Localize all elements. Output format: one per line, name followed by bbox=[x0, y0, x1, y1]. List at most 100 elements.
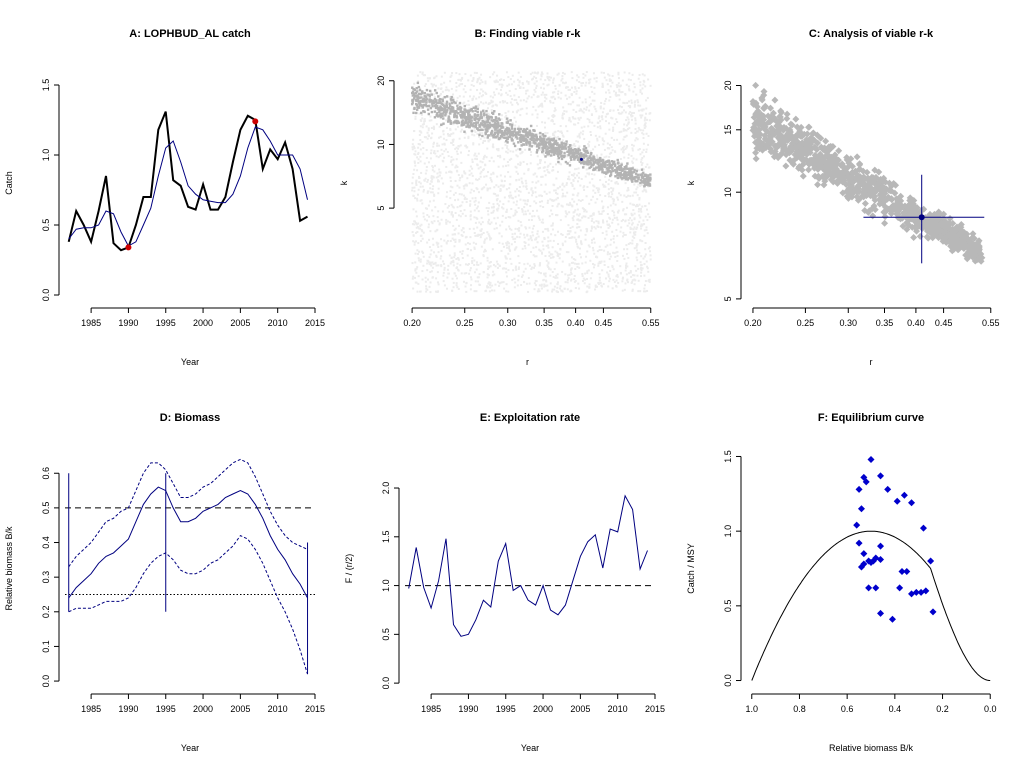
candidate-point bbox=[598, 212, 601, 215]
candidate-point bbox=[596, 139, 599, 142]
candidate-point bbox=[469, 165, 472, 168]
viable-point bbox=[556, 146, 559, 149]
candidate-point bbox=[540, 71, 543, 74]
candidate-point bbox=[572, 258, 575, 261]
candidate-point bbox=[422, 188, 425, 191]
candidate-point bbox=[525, 213, 528, 216]
candidate-point bbox=[448, 170, 451, 173]
candidate-point bbox=[484, 91, 487, 94]
viable-point bbox=[427, 93, 431, 97]
candidate-point bbox=[524, 202, 527, 205]
candidate-point bbox=[566, 279, 569, 282]
candidate-point bbox=[641, 156, 644, 159]
candidate-point bbox=[444, 148, 447, 151]
candidate-point bbox=[635, 191, 638, 194]
candidate-point bbox=[563, 287, 566, 290]
viable-point bbox=[503, 129, 507, 133]
candidate-point bbox=[458, 186, 461, 189]
candidate-point bbox=[598, 135, 601, 138]
candidate-point bbox=[415, 222, 418, 225]
candidate-point bbox=[502, 78, 505, 81]
candidate-point bbox=[436, 144, 439, 147]
candidate-point bbox=[433, 170, 436, 173]
candidate-point bbox=[425, 287, 428, 290]
candidate-point bbox=[469, 191, 472, 194]
candidate-point bbox=[507, 164, 510, 167]
candidate-point bbox=[467, 137, 470, 140]
viable-point bbox=[595, 166, 598, 169]
viable-point bbox=[620, 177, 624, 180]
candidate-point bbox=[480, 88, 483, 91]
candidate-point bbox=[476, 188, 479, 191]
candidate-point bbox=[597, 283, 600, 286]
candidate-point bbox=[427, 204, 430, 207]
viable-point bbox=[412, 87, 415, 91]
candidate-point bbox=[525, 188, 528, 191]
candidate-point bbox=[607, 195, 610, 198]
candidate-point bbox=[523, 133, 526, 136]
candidate-point bbox=[568, 237, 571, 240]
candidate-point bbox=[433, 150, 436, 153]
candidate-point bbox=[424, 276, 427, 279]
candidate-point bbox=[452, 193, 455, 196]
candidate-point bbox=[575, 262, 578, 265]
viable-point bbox=[434, 103, 438, 107]
viable-point bbox=[452, 98, 455, 102]
viable-point bbox=[547, 146, 550, 149]
candidate-point bbox=[584, 215, 587, 218]
candidate-point bbox=[459, 78, 462, 81]
candidate-point bbox=[429, 115, 432, 118]
candidate-point bbox=[633, 191, 636, 194]
candidate-point bbox=[492, 209, 495, 212]
viable-point bbox=[601, 168, 604, 171]
candidate-point bbox=[548, 215, 551, 218]
candidate-point bbox=[622, 127, 625, 130]
candidate-point bbox=[557, 135, 560, 138]
viable-point bbox=[642, 181, 645, 184]
candidate-point bbox=[645, 173, 648, 176]
viable-point bbox=[594, 161, 597, 164]
candidate-point bbox=[461, 83, 464, 86]
candidate-point bbox=[619, 265, 622, 268]
viable-point bbox=[482, 112, 486, 115]
candidate-point bbox=[461, 234, 464, 237]
candidate-point bbox=[620, 130, 623, 133]
candidate-point bbox=[556, 286, 559, 289]
candidate-point bbox=[546, 72, 549, 75]
viable-point bbox=[456, 107, 460, 110]
candidate-point bbox=[498, 282, 501, 285]
candidate-point bbox=[624, 282, 627, 285]
viable-point bbox=[451, 107, 454, 110]
candidate-point bbox=[630, 131, 633, 134]
candidate-point bbox=[421, 250, 424, 253]
candidate-point bbox=[577, 192, 580, 195]
candidate-point bbox=[636, 205, 639, 208]
candidate-point bbox=[584, 74, 587, 77]
candidate-point bbox=[501, 220, 504, 223]
viable-point bbox=[411, 86, 414, 89]
candidate-point bbox=[464, 85, 467, 88]
candidate-point bbox=[578, 287, 581, 290]
viable-point bbox=[640, 174, 644, 178]
candidate-point bbox=[429, 157, 432, 160]
candidate-point bbox=[568, 263, 571, 266]
candidate-point bbox=[497, 194, 500, 197]
candidate-point bbox=[492, 91, 495, 94]
candidate-point bbox=[421, 278, 424, 281]
candidate-point bbox=[468, 173, 471, 176]
viable-point bbox=[472, 122, 475, 125]
candidate-point bbox=[629, 105, 632, 108]
candidate-point bbox=[561, 188, 564, 191]
candidate-point bbox=[492, 270, 495, 273]
viable-point bbox=[506, 120, 510, 123]
candidate-point bbox=[519, 114, 522, 117]
candidate-point bbox=[616, 250, 619, 253]
candidate-point bbox=[441, 97, 444, 100]
candidate-point bbox=[534, 90, 537, 93]
candidate-point bbox=[411, 148, 414, 151]
candidate-point bbox=[455, 89, 458, 92]
candidate-point bbox=[585, 168, 588, 171]
candidate-point bbox=[451, 163, 454, 166]
candidate-point bbox=[418, 130, 421, 133]
candidate-point bbox=[534, 172, 537, 175]
